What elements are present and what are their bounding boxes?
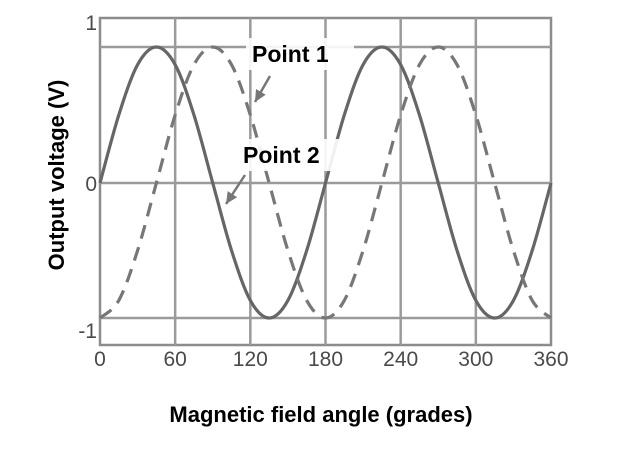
x-tick-label: 360 xyxy=(533,348,568,371)
x-axis-label: Magnetic field angle (grades) xyxy=(169,402,472,427)
annotation-arrowhead xyxy=(226,191,238,204)
annotation-label: Point 1 xyxy=(252,41,329,67)
x-tick-label: 60 xyxy=(163,348,186,371)
y-tick-label: 1 xyxy=(85,12,97,35)
annotation-label: Point 2 xyxy=(243,142,320,168)
annotation-arrowhead xyxy=(255,89,266,102)
series-line-solid xyxy=(98,45,553,320)
series-layer xyxy=(98,45,553,320)
annotation-backdrop xyxy=(237,139,345,171)
x-tick-label: 120 xyxy=(233,348,268,371)
x-tick-label: 180 xyxy=(308,348,343,371)
y-axis-label: Output voltage (V) xyxy=(44,80,69,271)
annotations: Point 1 Point 2 xyxy=(224,38,354,205)
tick-labels: 0 60 120 180 240 300 360 -1 0 1 xyxy=(78,12,568,371)
annotation-backdrop xyxy=(246,38,354,70)
y-tick-label: -1 xyxy=(78,320,97,343)
y-tick-label: 0 xyxy=(85,173,97,196)
x-tick-label: 0 xyxy=(94,348,106,371)
x-tick-label: 300 xyxy=(458,348,493,371)
series-line-dashed xyxy=(98,45,553,320)
x-tick-label: 240 xyxy=(383,348,418,371)
